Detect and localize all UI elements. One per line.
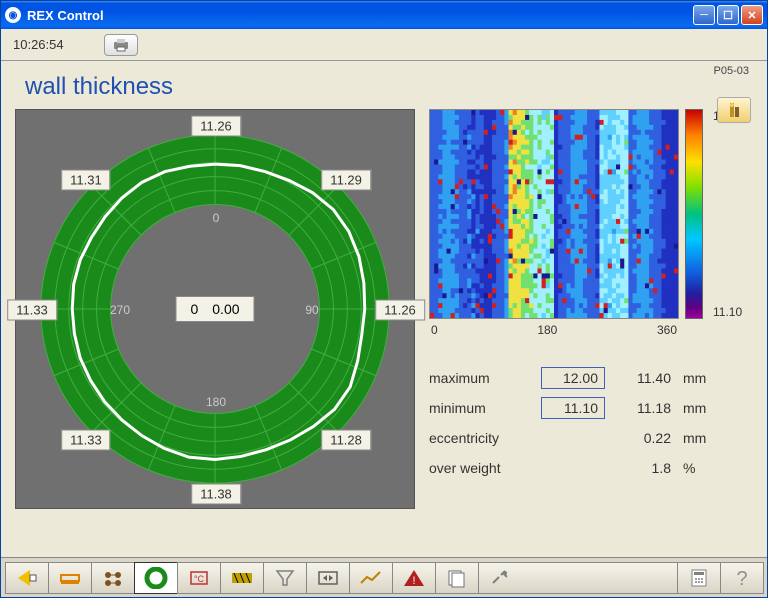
toolbar-view-2[interactable] [91, 562, 135, 594]
colorbar [685, 109, 703, 319]
printer-icon [112, 38, 130, 52]
config-button[interactable] [717, 97, 751, 123]
hm-tick: 0 [431, 323, 438, 337]
toolbar-settings[interactable] [478, 562, 522, 594]
stat-limit-input[interactable]: 12.00 [541, 367, 605, 389]
heatmap-x-axis: 0 180 360 [429, 323, 679, 337]
trend-icon [358, 567, 384, 589]
stat-unit: mm [683, 430, 713, 446]
stat-label: eccentricity [429, 430, 529, 446]
app-icon: ◉ [5, 7, 21, 23]
hm-tick: 360 [657, 323, 677, 337]
maximize-button[interactable]: ☐ [717, 5, 739, 25]
svg-text:?: ? [736, 568, 747, 589]
stat-minimum: minimum 11.10 11.18 mm [429, 393, 753, 423]
titlebar: ◉ REX Control ─ ☐ ✕ [1, 1, 767, 29]
clock: 10:26:54 [13, 37, 64, 52]
polar-chart: 0 0.00 11.2611.2911.2611.2811.3811.3311.… [15, 109, 415, 509]
hm-tick: 180 [537, 323, 557, 337]
stat-label: minimum [429, 400, 529, 416]
help-icon: ? [729, 567, 755, 589]
close-button[interactable]: ✕ [741, 5, 763, 25]
stat-label: over weight [429, 460, 529, 476]
stat-unit: mm [683, 400, 713, 416]
toolbar-docs[interactable] [435, 562, 479, 594]
colorbar-labels: 12.00 11.10 [713, 109, 743, 319]
stat-value: 0.22 [617, 430, 671, 446]
stat-value: 1.8 [617, 460, 671, 476]
cycle-icon [315, 567, 341, 589]
toolbar-hazard[interactable] [220, 562, 264, 594]
gauge-icon [724, 101, 744, 119]
nav-back-icon [14, 567, 40, 589]
minimize-button[interactable]: ─ [693, 5, 715, 25]
stat-maximum: maximum 12.00 11.40 mm [429, 363, 753, 393]
toolbar-spacer [521, 562, 677, 594]
print-button[interactable] [104, 34, 138, 56]
funnel-icon [272, 567, 298, 589]
toolbar-help[interactable]: ? [720, 562, 764, 594]
settings-icon [487, 567, 513, 589]
page-title: wall thickness [25, 73, 753, 101]
docs-icon [444, 567, 470, 589]
stat-unit: % [683, 460, 713, 476]
content-area: P05-03 wall thickness 0 0.00 11.2611.291… [1, 61, 767, 557]
svg-text:°C: °C [194, 574, 205, 584]
polar-center-values: 0 0.00 [175, 296, 254, 322]
stat-limit-input[interactable]: 11.10 [541, 397, 605, 419]
toolbar-calculator[interactable] [677, 562, 721, 594]
bottom-toolbar: °C! ? [1, 557, 767, 597]
center-b: 0.00 [212, 301, 239, 317]
toolbar-trend[interactable] [349, 562, 393, 594]
hazard-icon [229, 567, 255, 589]
temperature-icon: °C [186, 567, 212, 589]
window-title: REX Control [27, 8, 693, 23]
stat-overweight: over weight 1.8 % [429, 453, 753, 483]
toolbar-nav-back[interactable] [5, 562, 49, 594]
stat-unit: mm [683, 370, 713, 386]
calculator-icon [686, 567, 712, 589]
toolbar-funnel[interactable] [263, 562, 307, 594]
svg-text:!: ! [412, 575, 415, 587]
app-window: ◉ REX Control ─ ☐ ✕ 10:26:54 P05-03 wall… [0, 0, 768, 598]
toolbar-ring-view[interactable] [134, 562, 178, 594]
alert-icon: ! [401, 567, 427, 589]
ring-view-icon [143, 567, 169, 589]
view-2-icon [100, 567, 126, 589]
cb-min: 11.10 [713, 305, 743, 319]
page-id: P05-03 [714, 65, 749, 77]
toolbar-temperature[interactable]: °C [177, 562, 221, 594]
top-toolbar: 10:26:54 [1, 29, 767, 61]
toolbar-cycle[interactable] [306, 562, 350, 594]
stat-eccentricity: eccentricity 0.22 mm [429, 423, 753, 453]
view-1-icon [57, 567, 83, 589]
stat-value: 11.18 [617, 400, 671, 416]
stat-value: 11.40 [617, 370, 671, 386]
heatmap-chart [429, 109, 679, 319]
toolbar-alert[interactable]: ! [392, 562, 436, 594]
center-a: 0 [190, 301, 198, 317]
stat-label: maximum [429, 370, 529, 386]
stats-table: maximum 12.00 11.40 mm minimum 11.10 11.… [429, 363, 753, 483]
toolbar-view-1[interactable] [48, 562, 92, 594]
